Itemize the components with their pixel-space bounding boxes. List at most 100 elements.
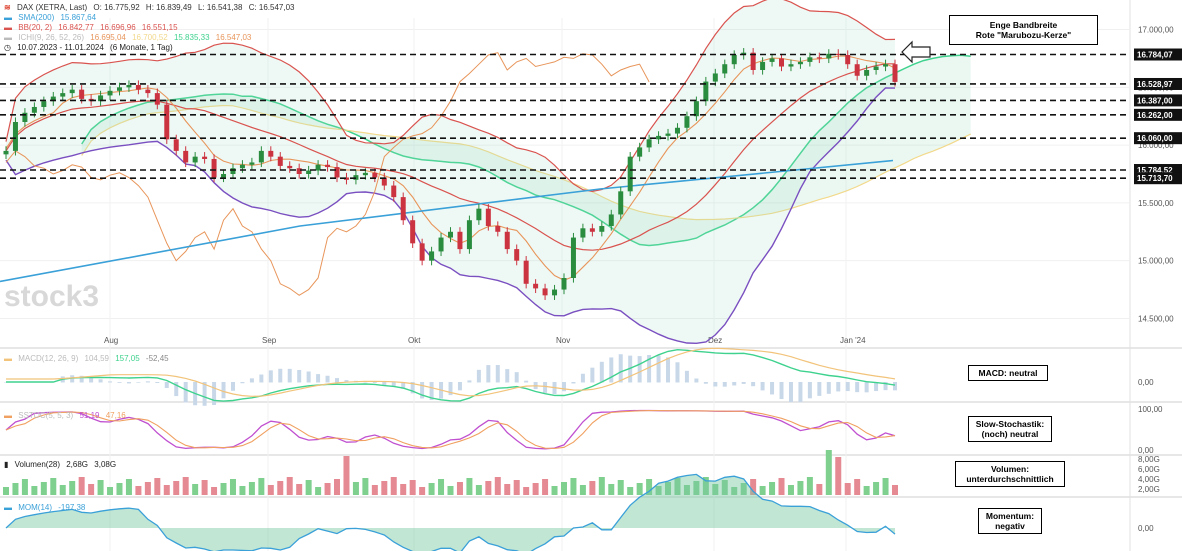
volume-bar xyxy=(50,478,57,495)
macd-histogram-bar xyxy=(599,361,604,383)
watermark: stock3 xyxy=(4,280,100,313)
volume-bar xyxy=(636,483,643,495)
legend-macd-v2: 157,05 xyxy=(115,354,140,363)
volume-bar xyxy=(343,456,350,495)
macd-histogram-bar xyxy=(495,365,500,383)
volume-bar xyxy=(655,486,662,495)
macd-histogram-bar xyxy=(836,382,841,392)
candle-body xyxy=(391,185,397,198)
volume-bar xyxy=(844,483,851,495)
volume-bar xyxy=(873,482,880,495)
candle-body xyxy=(429,251,435,261)
macd-histogram-bar xyxy=(770,382,775,395)
volume-bar xyxy=(646,479,653,495)
legend-mom-v1: -197,38 xyxy=(58,503,86,512)
candle-body xyxy=(542,288,548,296)
volume-bar xyxy=(579,485,586,495)
legend-stoch: ▬ SSTOC(5, 5, 3) 51,19 47,16 xyxy=(4,411,130,421)
volume-bar xyxy=(778,478,785,495)
candle-body xyxy=(116,87,122,91)
volume-bar xyxy=(135,486,142,495)
annotation-macd: MACD: neutral xyxy=(968,365,1048,381)
volume-bar xyxy=(229,479,236,495)
legend-ichi-label: ICHI(9, 26, 52, 26) xyxy=(18,33,85,42)
x-tick-label: Nov xyxy=(556,336,570,345)
macd-histogram-bar xyxy=(751,382,756,387)
candle-body xyxy=(618,191,624,215)
legend-bb-v3: 16.551,15 xyxy=(141,23,178,32)
candle-body xyxy=(646,139,652,148)
y-tick-label: 15.500,00 xyxy=(1138,199,1174,208)
legend-volume-v1: 2,68G xyxy=(66,460,89,469)
legend-main: ≋ DAX (XETRA, Last) O: 16.775,92 H: 16.8… xyxy=(4,3,299,53)
legend-ichi-v2: 16.700,52 xyxy=(132,33,168,42)
stoch-swatch-icon: ▬ xyxy=(4,411,12,420)
legend-symbol: DAX (XETRA, Last) xyxy=(16,3,88,12)
volume-bar xyxy=(116,483,123,495)
macd-histogram-bar xyxy=(372,382,377,383)
candle-body xyxy=(343,177,349,180)
level-price-tag xyxy=(1134,48,1182,61)
macd-histogram-bar xyxy=(467,380,472,383)
volume-y-tick: 4,00G xyxy=(1138,475,1160,484)
macd-histogram-bar xyxy=(788,382,793,403)
candle-body xyxy=(816,57,822,59)
macd-histogram-bar xyxy=(98,379,103,383)
candle-body xyxy=(381,177,387,186)
candle-body xyxy=(656,135,662,140)
volume-bar xyxy=(125,479,132,495)
level-price-label: 16.528,97 xyxy=(1137,80,1173,89)
stoch-k-line xyxy=(5,409,896,450)
macd-histogram-bar xyxy=(70,375,75,383)
legend-macd: ▬ MACD(12, 26, 9) 104,59 157,05 -52,45 xyxy=(4,354,173,364)
macd-histogram-bar xyxy=(675,362,680,383)
candle-body xyxy=(211,158,217,178)
x-tick-label: Aug xyxy=(104,336,118,345)
volume-bar xyxy=(173,481,180,495)
legend-volume-label: Volumen(28) xyxy=(14,460,60,469)
volume-bar xyxy=(201,480,208,495)
macd-histogram-bar xyxy=(543,382,548,393)
legend-high: H: 16.839,49 xyxy=(145,3,192,12)
candle-body xyxy=(154,93,160,105)
volume-bar xyxy=(589,481,596,495)
candle-body xyxy=(570,237,576,278)
candle-body xyxy=(504,231,510,250)
volume-bar xyxy=(665,482,672,495)
macd-histogram-bar xyxy=(391,382,396,387)
volume-bar xyxy=(712,484,719,495)
candle-body xyxy=(665,133,671,136)
macd-histogram-bar xyxy=(316,374,321,383)
candle-body xyxy=(864,70,870,76)
y-tick-label: 15.000,00 xyxy=(1138,257,1174,266)
candle-body xyxy=(98,95,104,102)
bb-fill xyxy=(6,0,895,344)
legend-volume: ▮ Volumen(28) 2,68G 3,08G xyxy=(4,460,120,470)
candle-body xyxy=(239,164,245,169)
macd-signal-line xyxy=(6,347,896,397)
level-price-tag xyxy=(1134,94,1182,107)
legend-ichi-v1: 16.695,04 xyxy=(90,33,126,42)
macd-histogram-bar xyxy=(628,355,633,383)
stoch-d-line xyxy=(5,410,896,450)
candle-body xyxy=(466,220,472,250)
annotation-volume-line2: unterdurchschnittlich xyxy=(966,474,1054,484)
volume-bar xyxy=(324,483,331,495)
logo-icon: ≋ xyxy=(4,3,11,12)
candle-body xyxy=(854,64,860,76)
stoch-y-tick: 100,00 xyxy=(1138,405,1163,414)
volume-bar xyxy=(551,486,558,495)
macd-histogram-bar xyxy=(79,375,84,383)
candle-body xyxy=(107,90,113,96)
candle-body xyxy=(835,53,841,55)
macd-histogram-bar xyxy=(524,380,529,383)
clock-icon: ◷ xyxy=(4,43,11,52)
macd-histogram-bar xyxy=(164,382,169,389)
volume-bar xyxy=(258,478,265,495)
volume-bar xyxy=(825,450,832,495)
volume-bar xyxy=(485,481,492,495)
macd-histogram-bar xyxy=(306,371,311,383)
annotation-stoch: Slow-Stochastik: (noch) neutral xyxy=(968,416,1052,442)
macd-histogram-bar xyxy=(647,354,652,383)
